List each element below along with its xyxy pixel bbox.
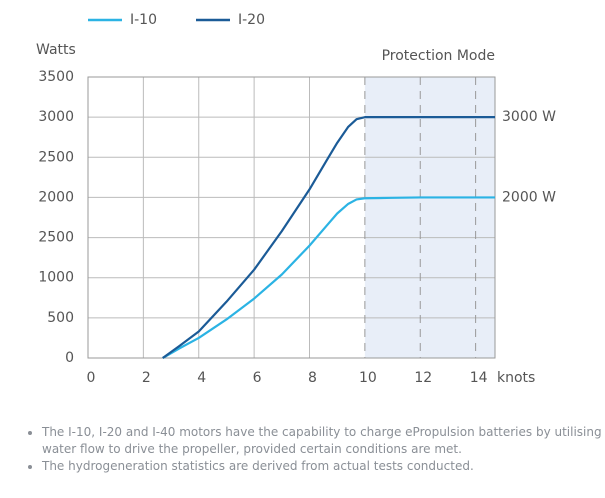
y-axis-label: Watts: [36, 42, 76, 58]
protection-label: Protection Mode: [382, 48, 495, 64]
end-label: 3000 W: [502, 109, 556, 125]
y-tick-label: 2000: [38, 189, 74, 205]
legend-label: I-20: [238, 12, 265, 28]
y-tick-label: 2500: [38, 149, 74, 165]
x-tick-label: 2: [142, 370, 151, 386]
y-tick-label: 2500: [38, 230, 74, 246]
series-line: [162, 196, 495, 359]
notes: The I-10, I-20 and I-40 motors have the …: [24, 424, 605, 475]
y-tick-label: 0: [65, 350, 74, 366]
x-tick-label: 8: [308, 370, 317, 386]
y-tick-label: 500: [47, 310, 74, 326]
legend-label: I-10: [130, 12, 157, 28]
y-tick-label: 3000: [38, 109, 74, 125]
end-label: 2000 W: [502, 189, 556, 205]
series-line: [162, 116, 495, 359]
plot-frame: [87, 76, 496, 359]
note: The I-10, I-20 and I-40 motors have the …: [42, 424, 605, 458]
y-tick-label: 1000: [38, 270, 74, 286]
x-tick-label: 12: [414, 370, 432, 386]
x-axis-label: knots: [497, 370, 535, 386]
y-tick-label: 3500: [38, 69, 74, 85]
x-tick-label: 6: [253, 370, 262, 386]
chart: Protection Mode 0 500 1000 2500 2000 2500 3000 3…: [36, 12, 556, 386]
x-tick-label: 0: [87, 370, 96, 386]
x-tick-label: 10: [359, 370, 377, 386]
x-tick-label: 4: [197, 370, 206, 386]
note: The hydrogeneration statistics are deriv…: [42, 458, 605, 475]
x-tick-label: 14: [470, 370, 488, 386]
protection-zone: [364, 77, 495, 358]
